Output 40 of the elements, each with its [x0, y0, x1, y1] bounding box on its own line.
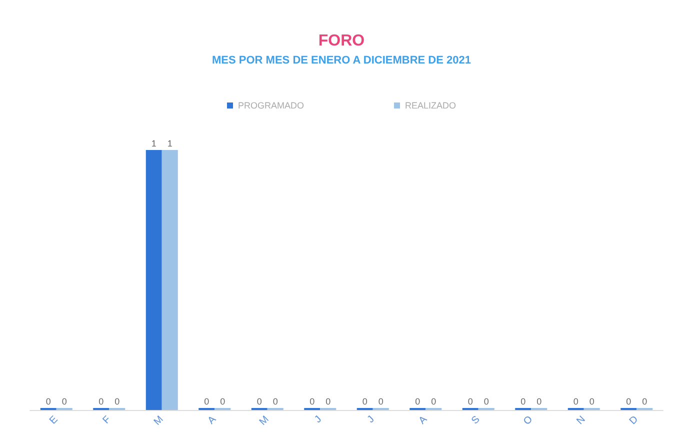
data-label: 0 — [272, 396, 278, 406]
data-label: 1 — [151, 138, 156, 148]
data-label: 0 — [204, 396, 210, 406]
x-tick-label: A — [206, 414, 219, 427]
data-label: 0 — [256, 396, 262, 406]
x-tick-label: A — [417, 414, 430, 427]
x-tick-label: J — [365, 414, 377, 426]
data-label: 0 — [573, 396, 578, 406]
data-label: 0 — [310, 396, 315, 406]
x-tick-label: M — [152, 414, 166, 428]
legend-label: PROGRAMADO — [238, 100, 304, 110]
data-label: 0 — [326, 396, 331, 406]
data-label: 0 — [415, 396, 420, 406]
data-label: 0 — [362, 396, 368, 406]
data-label: 0 — [589, 396, 594, 406]
data-label: 0 — [46, 396, 51, 406]
data-label: 0 — [468, 396, 473, 406]
x-tick-label: O — [522, 414, 536, 428]
data-label: 0 — [520, 396, 526, 406]
data-label: 0 — [62, 396, 67, 406]
data-label: 0 — [536, 396, 542, 406]
x-tick-label: D — [628, 414, 641, 427]
x-tick-label: S — [470, 414, 482, 427]
x-tick-label: M — [258, 414, 272, 428]
x-tick-label: F — [100, 414, 114, 426]
chart-subtitle: MES POR MES DE ENERO A DICIEMBRE DE 2021 — [212, 54, 471, 66]
data-label: 0 — [626, 396, 632, 406]
data-label: 0 — [378, 396, 384, 406]
data-label: 0 — [431, 396, 436, 406]
data-label: 0 — [220, 396, 226, 406]
legend-label: REALIZADO — [404, 100, 456, 110]
x-tick-label: J — [312, 414, 324, 426]
x-tick-label: N — [574, 414, 588, 427]
data-label: 1 — [167, 138, 172, 148]
data-label: 0 — [642, 396, 648, 406]
x-tick-label: E — [48, 414, 60, 427]
data-label: 0 — [98, 396, 104, 406]
data-label: 0 — [484, 396, 489, 406]
chart-title: FORO — [318, 32, 365, 50]
data-label: 0 — [114, 396, 120, 406]
